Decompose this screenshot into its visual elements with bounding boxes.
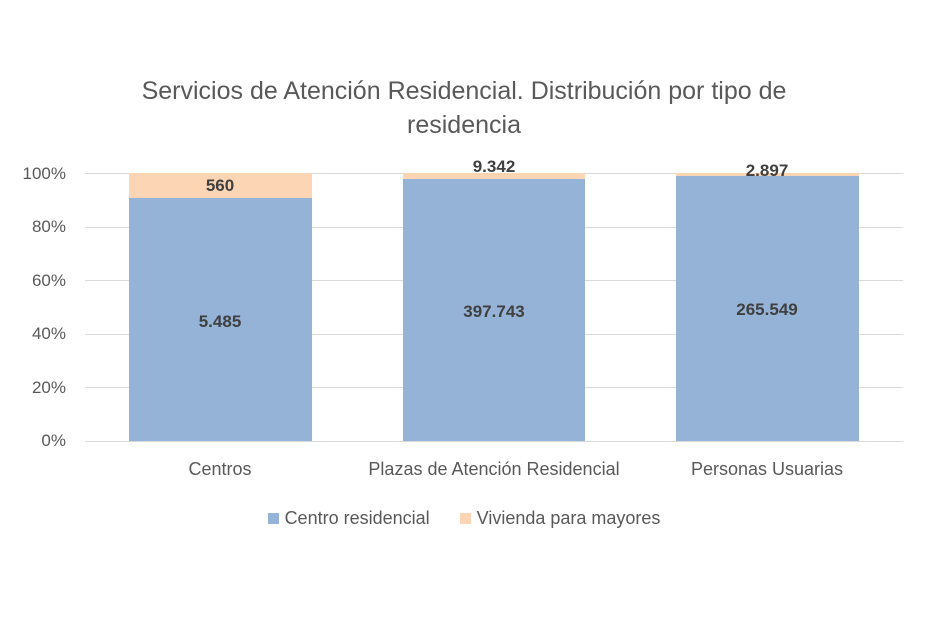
legend-item-centro-residencial: Centro residencial bbox=[267, 508, 430, 529]
bar-plazas-vivienda bbox=[403, 173, 585, 179]
y-tick-20: 20% bbox=[31, 378, 66, 397]
bar-personas-vivienda bbox=[676, 173, 859, 176]
legend-swatch-peach-icon bbox=[459, 513, 471, 524]
x-label-personas: Personas Usuarias bbox=[690, 459, 844, 479]
y-tick-0: 0% bbox=[41, 431, 66, 450]
legend: Centro residencial Vivienda para mayores bbox=[0, 508, 928, 529]
y-tick-60: 60% bbox=[31, 271, 66, 290]
data-label-plazas-vivienda: 9.342 bbox=[472, 157, 516, 176]
legend-label-centro-residencial: Centro residencial bbox=[284, 508, 430, 528]
chart-title-line-1: Servicios de Atención Residencial. Distr… bbox=[141, 77, 787, 105]
y-tick-80: 80% bbox=[31, 217, 66, 236]
x-label-centros: Centros bbox=[188, 459, 252, 479]
bar-personas-centro-residencial bbox=[676, 176, 859, 441]
y-tick-100: 100% bbox=[22, 164, 66, 183]
y-tick-40: 40% bbox=[31, 324, 66, 343]
bar-centros-centro-residencial bbox=[129, 198, 312, 441]
legend-item-vivienda: Vivienda para mayores bbox=[459, 508, 661, 529]
data-label-plazas-centro-residencial: 397.743 bbox=[463, 302, 525, 321]
bar-centros-vivienda bbox=[129, 173, 312, 198]
data-label-centros-centro-residencial: 5.485 bbox=[198, 312, 242, 331]
data-label-personas-vivienda: 2.897 bbox=[745, 161, 789, 180]
chart-title-line-2: residencia bbox=[407, 111, 521, 139]
legend-label-vivienda: Vivienda para mayores bbox=[476, 508, 661, 528]
data-label-centros-vivienda: 560 bbox=[205, 176, 235, 195]
bar-plazas-centro-residencial bbox=[403, 179, 585, 441]
x-label-plazas: Plazas de Atención Residencial bbox=[368, 459, 620, 479]
data-label-personas-centro-residencial: 265.549 bbox=[736, 300, 798, 319]
legend-swatch-blue-icon bbox=[267, 513, 279, 524]
gridline-0 bbox=[85, 441, 903, 442]
